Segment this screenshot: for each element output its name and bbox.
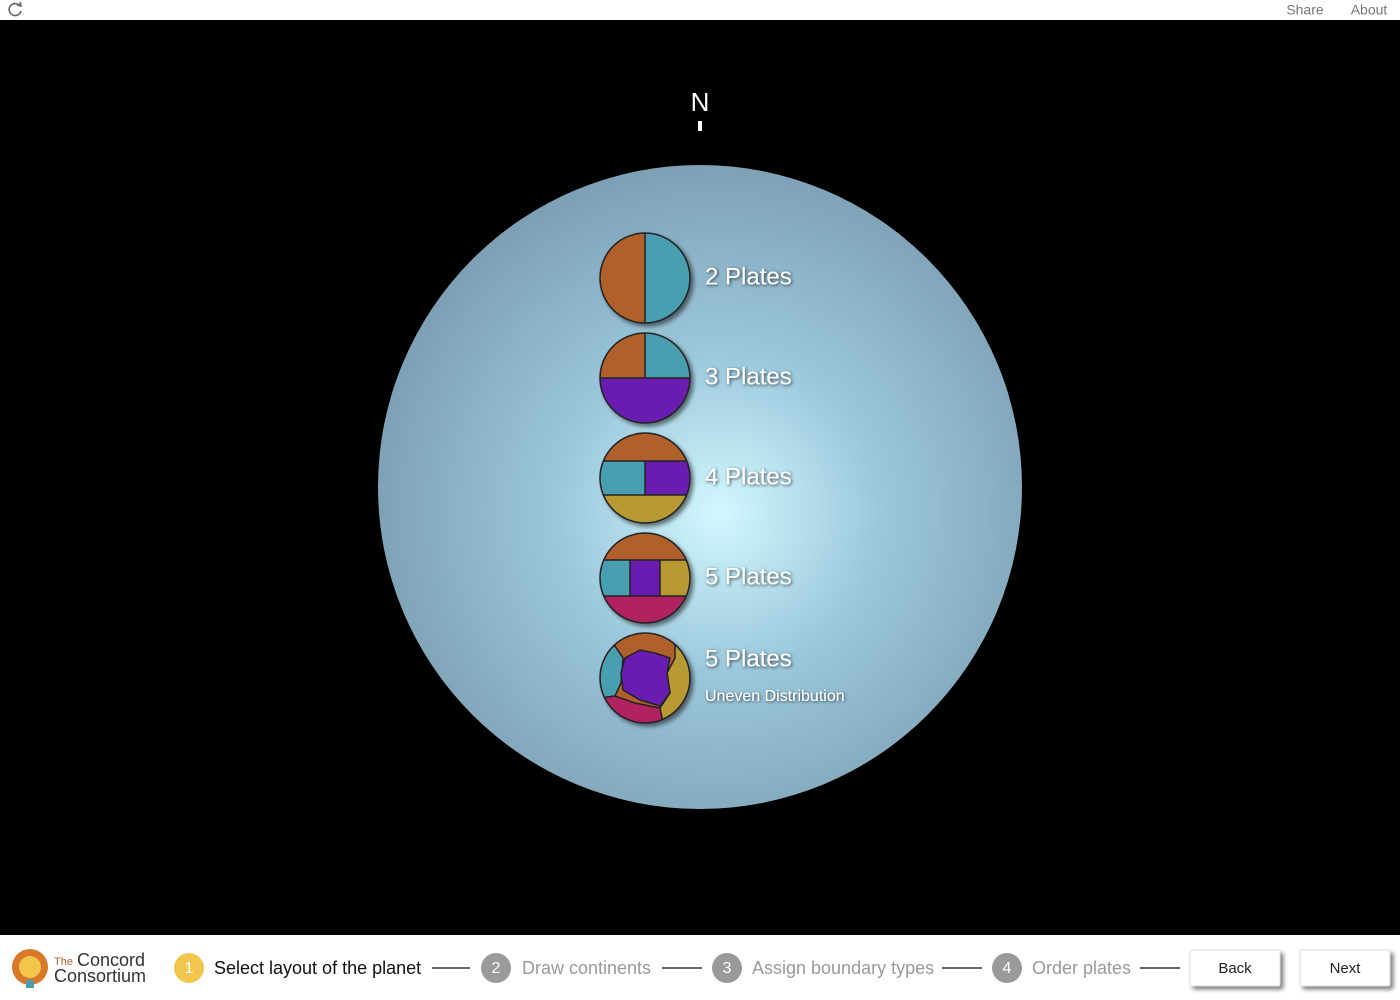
step-number: 1 [185, 960, 194, 977]
step-badge [712, 953, 742, 983]
step-label: Select layout of the planet [214, 958, 421, 978]
layout-icon-3[interactable] [599, 332, 691, 424]
about-link[interactable]: About [1351, 2, 1388, 18]
option-label[interactable]: 3 Plates [705, 363, 792, 390]
step-badge [992, 953, 1022, 983]
button-label[interactable]: Back [1218, 960, 1252, 977]
globe [378, 165, 1022, 809]
step-label: Assign boundary types [752, 958, 934, 978]
step-label: Order plates [1032, 958, 1131, 978]
layout-icon-2[interactable] [599, 232, 691, 324]
step-badge [174, 953, 204, 983]
step-number: 2 [492, 960, 501, 977]
logo-text: The [54, 956, 73, 968]
step-number: 4 [1003, 960, 1012, 977]
logo: The Concord Consortium [12, 949, 146, 988]
option-label[interactable]: 5 Plates [705, 563, 792, 590]
next-button[interactable]: Next [1299, 949, 1391, 987]
layout-icon-5-uneven[interactable] [599, 632, 691, 724]
top-bar [0, 0, 1400, 20]
option-label[interactable]: 2 Plates [705, 263, 792, 290]
option-subtitle[interactable]: Uneven Distribution [705, 688, 845, 705]
step-number: 3 [723, 960, 732, 977]
logo-text: Consortium [54, 966, 146, 986]
compass-label: N [691, 87, 710, 117]
share-link[interactable]: Share [1286, 2, 1324, 18]
back-button[interactable]: Back [1189, 949, 1281, 987]
option-label[interactable]: 4 Plates [705, 463, 792, 490]
reload-arrow [16, 1, 23, 8]
compass-tick [698, 121, 702, 131]
button-label[interactable]: Next [1330, 960, 1362, 977]
logo-text: Concord [77, 950, 145, 970]
layout-icon-5[interactable] [599, 532, 691, 624]
step-badge [481, 953, 511, 983]
layout-icon-4[interactable] [599, 432, 691, 524]
option-label[interactable]: 5 Plates [705, 645, 792, 672]
step-label: Draw continents [522, 958, 651, 978]
reload-icon[interactable] [8, 2, 22, 17]
